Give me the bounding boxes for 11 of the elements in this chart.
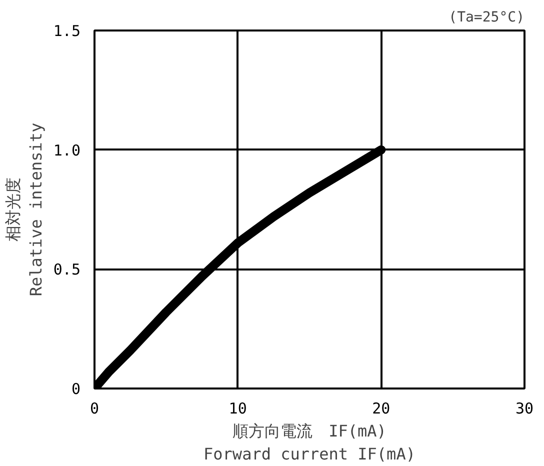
- x-tick-label: 0: [90, 400, 100, 418]
- x-tick-label: 10: [228, 400, 247, 418]
- y-tick-label: 1.5: [53, 22, 80, 40]
- y-tick-label: 0.5: [53, 260, 80, 279]
- y-axis-title: 相対光度 Relative intensity: [4, 122, 46, 296]
- x-tick-label: 30: [515, 400, 534, 418]
- x-tick-label: 20: [372, 400, 390, 418]
- text: (Ta=25°C): [448, 10, 524, 26]
- y-tick-label: 1.0: [53, 141, 80, 160]
- x-axis-title: 順方向電流 IF(mA) Forward current IF(mA): [204, 422, 416, 464]
- y-tick-label: 0: [71, 380, 80, 398]
